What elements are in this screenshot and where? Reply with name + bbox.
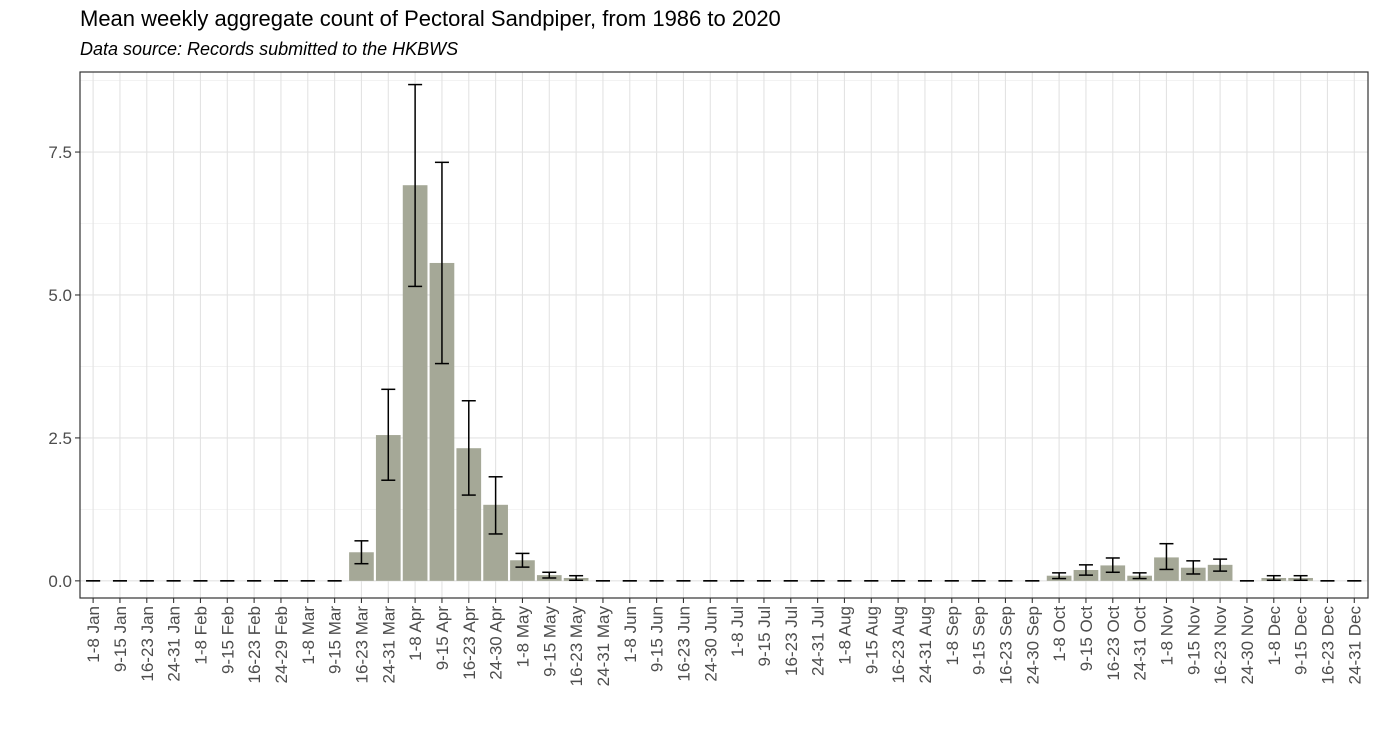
x-tick-label: 1-8 Jun: [621, 606, 640, 663]
x-tick-label: 9-15 Dec: [1292, 606, 1311, 675]
error-bar: [1213, 558, 1228, 572]
x-tick-label: 16-23 Apr: [460, 606, 479, 680]
x-tick-label: 1-8 Oct: [1050, 606, 1069, 662]
bar: [1100, 565, 1126, 581]
error-bars: [86, 83, 1362, 582]
x-tick-label: 1-8 Feb: [191, 606, 210, 665]
error-bar: [408, 83, 423, 288]
error-bar: [1186, 560, 1201, 575]
x-tick-label: 24-30 Apr: [487, 606, 506, 680]
x-tick-label: 24-31 Dec: [1345, 606, 1364, 685]
chart-title: Mean weekly aggregate count of Pectoral …: [80, 6, 781, 31]
x-tick-label: 1-8 Jan: [84, 606, 103, 663]
error-bar: [1266, 574, 1281, 582]
x-tick-label: 16-23 Aug: [889, 606, 908, 684]
x-tick-label: 9-15 Oct: [1077, 606, 1096, 671]
error-bar: [434, 161, 449, 365]
error-bar: [354, 540, 369, 565]
error-bar: [1105, 557, 1120, 574]
plot-panel: [80, 72, 1368, 598]
x-tick-label: 1-8 Apr: [406, 606, 425, 661]
x-tick-label: 24-30 Nov: [1238, 606, 1257, 685]
x-tick-label: 9-15 May: [540, 606, 559, 677]
x-tick-label: 16-23 Nov: [1211, 606, 1230, 685]
bar: [1207, 564, 1233, 581]
x-tick-label: 9-15 Jun: [648, 606, 667, 672]
x-tick-label: 9-15 Nov: [1184, 606, 1203, 675]
error-bar: [461, 400, 476, 496]
bar: [510, 560, 535, 581]
x-tick-label: 16-23 Sep: [996, 606, 1015, 684]
y-tick-label: 2.5: [48, 429, 72, 448]
x-tick-label: 16-23 Oct: [1104, 606, 1123, 681]
x-tick-label: 24-31 Jul: [809, 606, 828, 676]
x-tick-label: 16-23 Dec: [1318, 606, 1337, 685]
x-tick-label: 9-15 Jul: [755, 606, 774, 666]
error-bar: [381, 388, 396, 481]
plot-border: [79, 71, 1369, 599]
x-tick-label: 9-15 Feb: [218, 606, 237, 674]
x-tick-label: 16-23 Jan: [138, 606, 157, 682]
x-tick-label: 1-8 May: [513, 606, 532, 668]
error-bar: [515, 552, 530, 568]
x-tick-label: 1-8 Nov: [1157, 606, 1176, 666]
x-tick-label: 24-29 Feb: [272, 606, 291, 684]
x-tick-label: 9-15 Aug: [862, 606, 881, 674]
error-bar: [488, 476, 503, 535]
x-tick-label: 16-23 May: [567, 606, 586, 687]
error-bar: [542, 571, 557, 579]
x-tick-label: 16-23 Mar: [352, 606, 371, 684]
x-tick-label: 9-15 Jan: [111, 606, 130, 672]
x-tick-label: 1-8 Sep: [943, 606, 962, 666]
grid-lines: [80, 72, 1368, 598]
x-tick-label: 24-30 Jun: [701, 606, 720, 682]
x-tick-label: 24-31 Oct: [1131, 606, 1150, 681]
chart-subtitle: Data source: Records submitted to the HK…: [80, 39, 459, 59]
error-bar: [1132, 572, 1147, 580]
error-bar: [1293, 574, 1308, 582]
x-tick-label: 16-23 Jul: [782, 606, 801, 676]
error-bar: [1159, 542, 1174, 571]
error-bar: [569, 574, 584, 582]
y-tick-label: 0.0: [48, 572, 72, 591]
x-tick-label: 9-15 Apr: [433, 606, 452, 671]
x-axis: 1-8 Jan 9-15 Jan 16-23 Jan 24-31 Jan 1-8 Feb…: [84, 598, 1364, 686]
x-tick-label: 24-31 May: [594, 606, 613, 687]
x-tick-label: 9-15 Mar: [326, 606, 345, 674]
x-tick-label: 24-31 Jan: [165, 606, 184, 682]
x-tick-label: 24-30 Sep: [1023, 606, 1042, 684]
x-tick-label: 1-8 Mar: [299, 606, 318, 665]
y-axis: 0.0 2.5 5.0 7.5: [48, 143, 80, 591]
x-tick-label: 16-23 Jun: [674, 606, 693, 682]
x-tick-label: 9-15 Sep: [970, 606, 989, 675]
error-bar: [1078, 564, 1093, 576]
x-tick-label: 16-23 Feb: [245, 606, 264, 684]
y-tick-label: 7.5: [48, 143, 72, 162]
error-bar: [1052, 572, 1067, 580]
x-tick-label: 24-31 Mar: [379, 606, 398, 684]
x-tick-label: 1-8 Aug: [835, 606, 854, 665]
x-tick-label: 1-8 Dec: [1265, 606, 1284, 666]
x-tick-label: 1-8 Jul: [728, 606, 747, 657]
x-tick-label: 24-31 Aug: [916, 606, 935, 684]
y-tick-label: 5.0: [48, 286, 72, 305]
